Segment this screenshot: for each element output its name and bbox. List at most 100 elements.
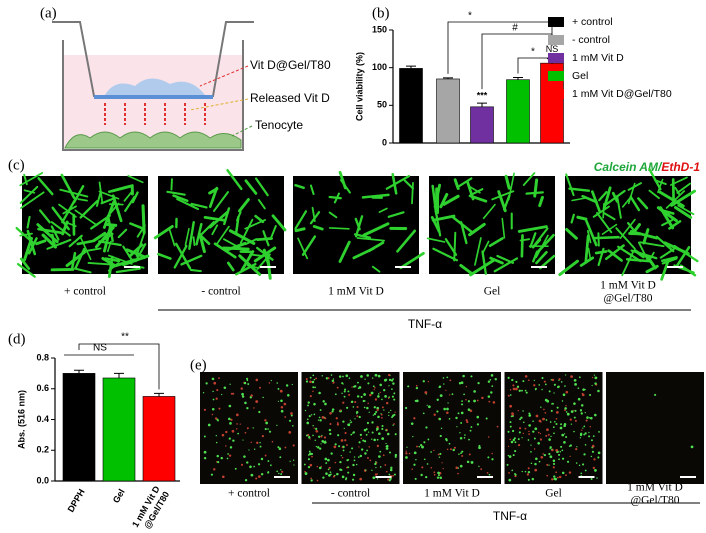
cell (382, 454, 385, 457)
cell (333, 192, 340, 204)
cell (597, 389, 600, 393)
cell (321, 439, 325, 443)
cell (215, 434, 217, 437)
cell (518, 389, 521, 392)
cell (258, 475, 261, 478)
cell (357, 387, 360, 390)
cell (364, 440, 367, 443)
cell (257, 199, 266, 210)
cell (180, 254, 203, 266)
cell (353, 459, 356, 462)
cell (407, 385, 410, 388)
diagram-label: Tenocyte (255, 118, 303, 132)
cell (583, 433, 586, 436)
cell (366, 374, 369, 377)
cell (353, 456, 356, 458)
cell (267, 472, 269, 474)
bar (470, 106, 494, 144)
cell (573, 416, 576, 419)
cell (524, 375, 528, 378)
cell (511, 412, 514, 415)
cell (304, 409, 307, 412)
cell (451, 393, 454, 396)
cell (584, 432, 587, 435)
panel-label: (c) (8, 157, 25, 173)
cell (589, 416, 593, 420)
cell (468, 453, 471, 456)
cell (376, 438, 379, 441)
cell (309, 376, 312, 379)
cell (445, 389, 447, 391)
cell (408, 452, 411, 455)
annotation: * (531, 47, 535, 58)
cell (490, 391, 493, 394)
cell (526, 473, 530, 476)
cell (258, 410, 261, 414)
cell (423, 458, 426, 461)
cell (361, 193, 390, 199)
cell (488, 237, 504, 248)
annotation: NS (93, 343, 107, 354)
cell (313, 378, 316, 381)
cell (645, 254, 657, 270)
cell (106, 214, 114, 243)
cell (315, 445, 318, 448)
cell (331, 408, 335, 411)
cell (325, 462, 328, 464)
micrograph (153, 169, 287, 280)
cell (605, 244, 625, 261)
cell (544, 383, 547, 386)
micrograph (293, 170, 425, 274)
cell (203, 456, 207, 460)
cell (283, 402, 287, 406)
cell (533, 437, 536, 440)
cell (598, 190, 608, 202)
cell (280, 469, 282, 471)
cell (579, 256, 595, 267)
micrograph (558, 167, 699, 281)
cell (322, 400, 325, 403)
cell (488, 400, 491, 403)
cell (215, 225, 230, 246)
cell (405, 452, 408, 455)
panel-label: (a) (40, 5, 57, 21)
cell (533, 448, 536, 450)
release-arrows (104, 103, 206, 125)
cell (310, 414, 313, 416)
cell (551, 378, 555, 382)
error-bar (513, 76, 523, 80)
cell (243, 455, 246, 458)
cell (284, 416, 287, 418)
cell (325, 377, 329, 380)
cell (364, 469, 367, 471)
cell (264, 454, 267, 457)
cell (76, 239, 95, 246)
cell (329, 423, 332, 426)
cell (553, 432, 555, 435)
cell (41, 233, 57, 249)
cell (464, 434, 466, 436)
cell (307, 404, 309, 407)
cell (244, 431, 247, 434)
cell (100, 197, 115, 205)
cell (226, 457, 229, 460)
cell (515, 387, 518, 391)
cell (625, 258, 652, 263)
group-label: TNF-α (493, 509, 527, 523)
cell (553, 475, 556, 478)
cell (568, 445, 571, 447)
cell (311, 206, 316, 223)
cell (373, 412, 377, 416)
cell (350, 433, 353, 436)
cell (420, 473, 423, 477)
cell (375, 467, 377, 469)
cell (255, 477, 258, 480)
y-axis-label: Cell viability (%) (354, 52, 364, 121)
cell (244, 238, 258, 246)
cell (223, 386, 227, 390)
annotation: NS (546, 44, 559, 54)
cell (494, 378, 497, 381)
cell (527, 467, 530, 470)
cell (530, 451, 532, 453)
cell (568, 187, 590, 192)
